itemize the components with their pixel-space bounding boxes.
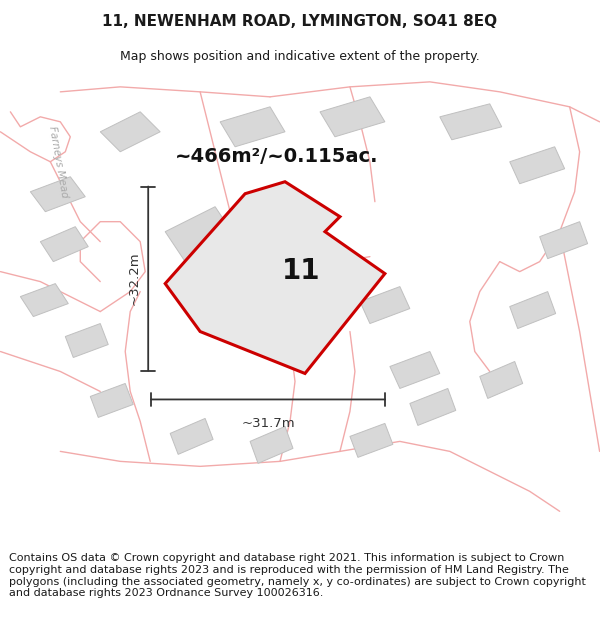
Text: ~466m²/~0.115ac.: ~466m²/~0.115ac. (175, 148, 379, 166)
Text: ~32.2m: ~32.2m (127, 252, 140, 306)
Polygon shape (100, 112, 160, 152)
Text: 11: 11 (282, 257, 320, 285)
Polygon shape (510, 292, 556, 329)
Text: Farneys Mead: Farneys Mead (47, 125, 70, 199)
Polygon shape (90, 384, 133, 418)
Polygon shape (510, 147, 565, 184)
Text: 11, NEWENHAM ROAD, LYMINGTON, SO41 8EQ: 11, NEWENHAM ROAD, LYMINGTON, SO41 8EQ (103, 14, 497, 29)
Polygon shape (539, 222, 587, 259)
Polygon shape (360, 287, 410, 324)
Polygon shape (165, 207, 235, 262)
Polygon shape (480, 361, 523, 399)
Polygon shape (170, 418, 213, 454)
Polygon shape (350, 423, 393, 458)
Polygon shape (65, 324, 108, 357)
Polygon shape (410, 389, 456, 426)
Text: Contains OS data © Crown copyright and database right 2021. This information is : Contains OS data © Crown copyright and d… (9, 553, 586, 598)
Polygon shape (20, 284, 68, 316)
Polygon shape (390, 351, 440, 389)
Text: Map shows position and indicative extent of the property.: Map shows position and indicative extent… (120, 49, 480, 62)
Polygon shape (220, 107, 285, 147)
Polygon shape (250, 426, 293, 463)
Polygon shape (320, 97, 385, 137)
Polygon shape (31, 177, 85, 212)
Text: ~31.7m: ~31.7m (241, 418, 295, 431)
Polygon shape (40, 227, 88, 262)
Polygon shape (165, 182, 385, 374)
Polygon shape (440, 104, 502, 140)
